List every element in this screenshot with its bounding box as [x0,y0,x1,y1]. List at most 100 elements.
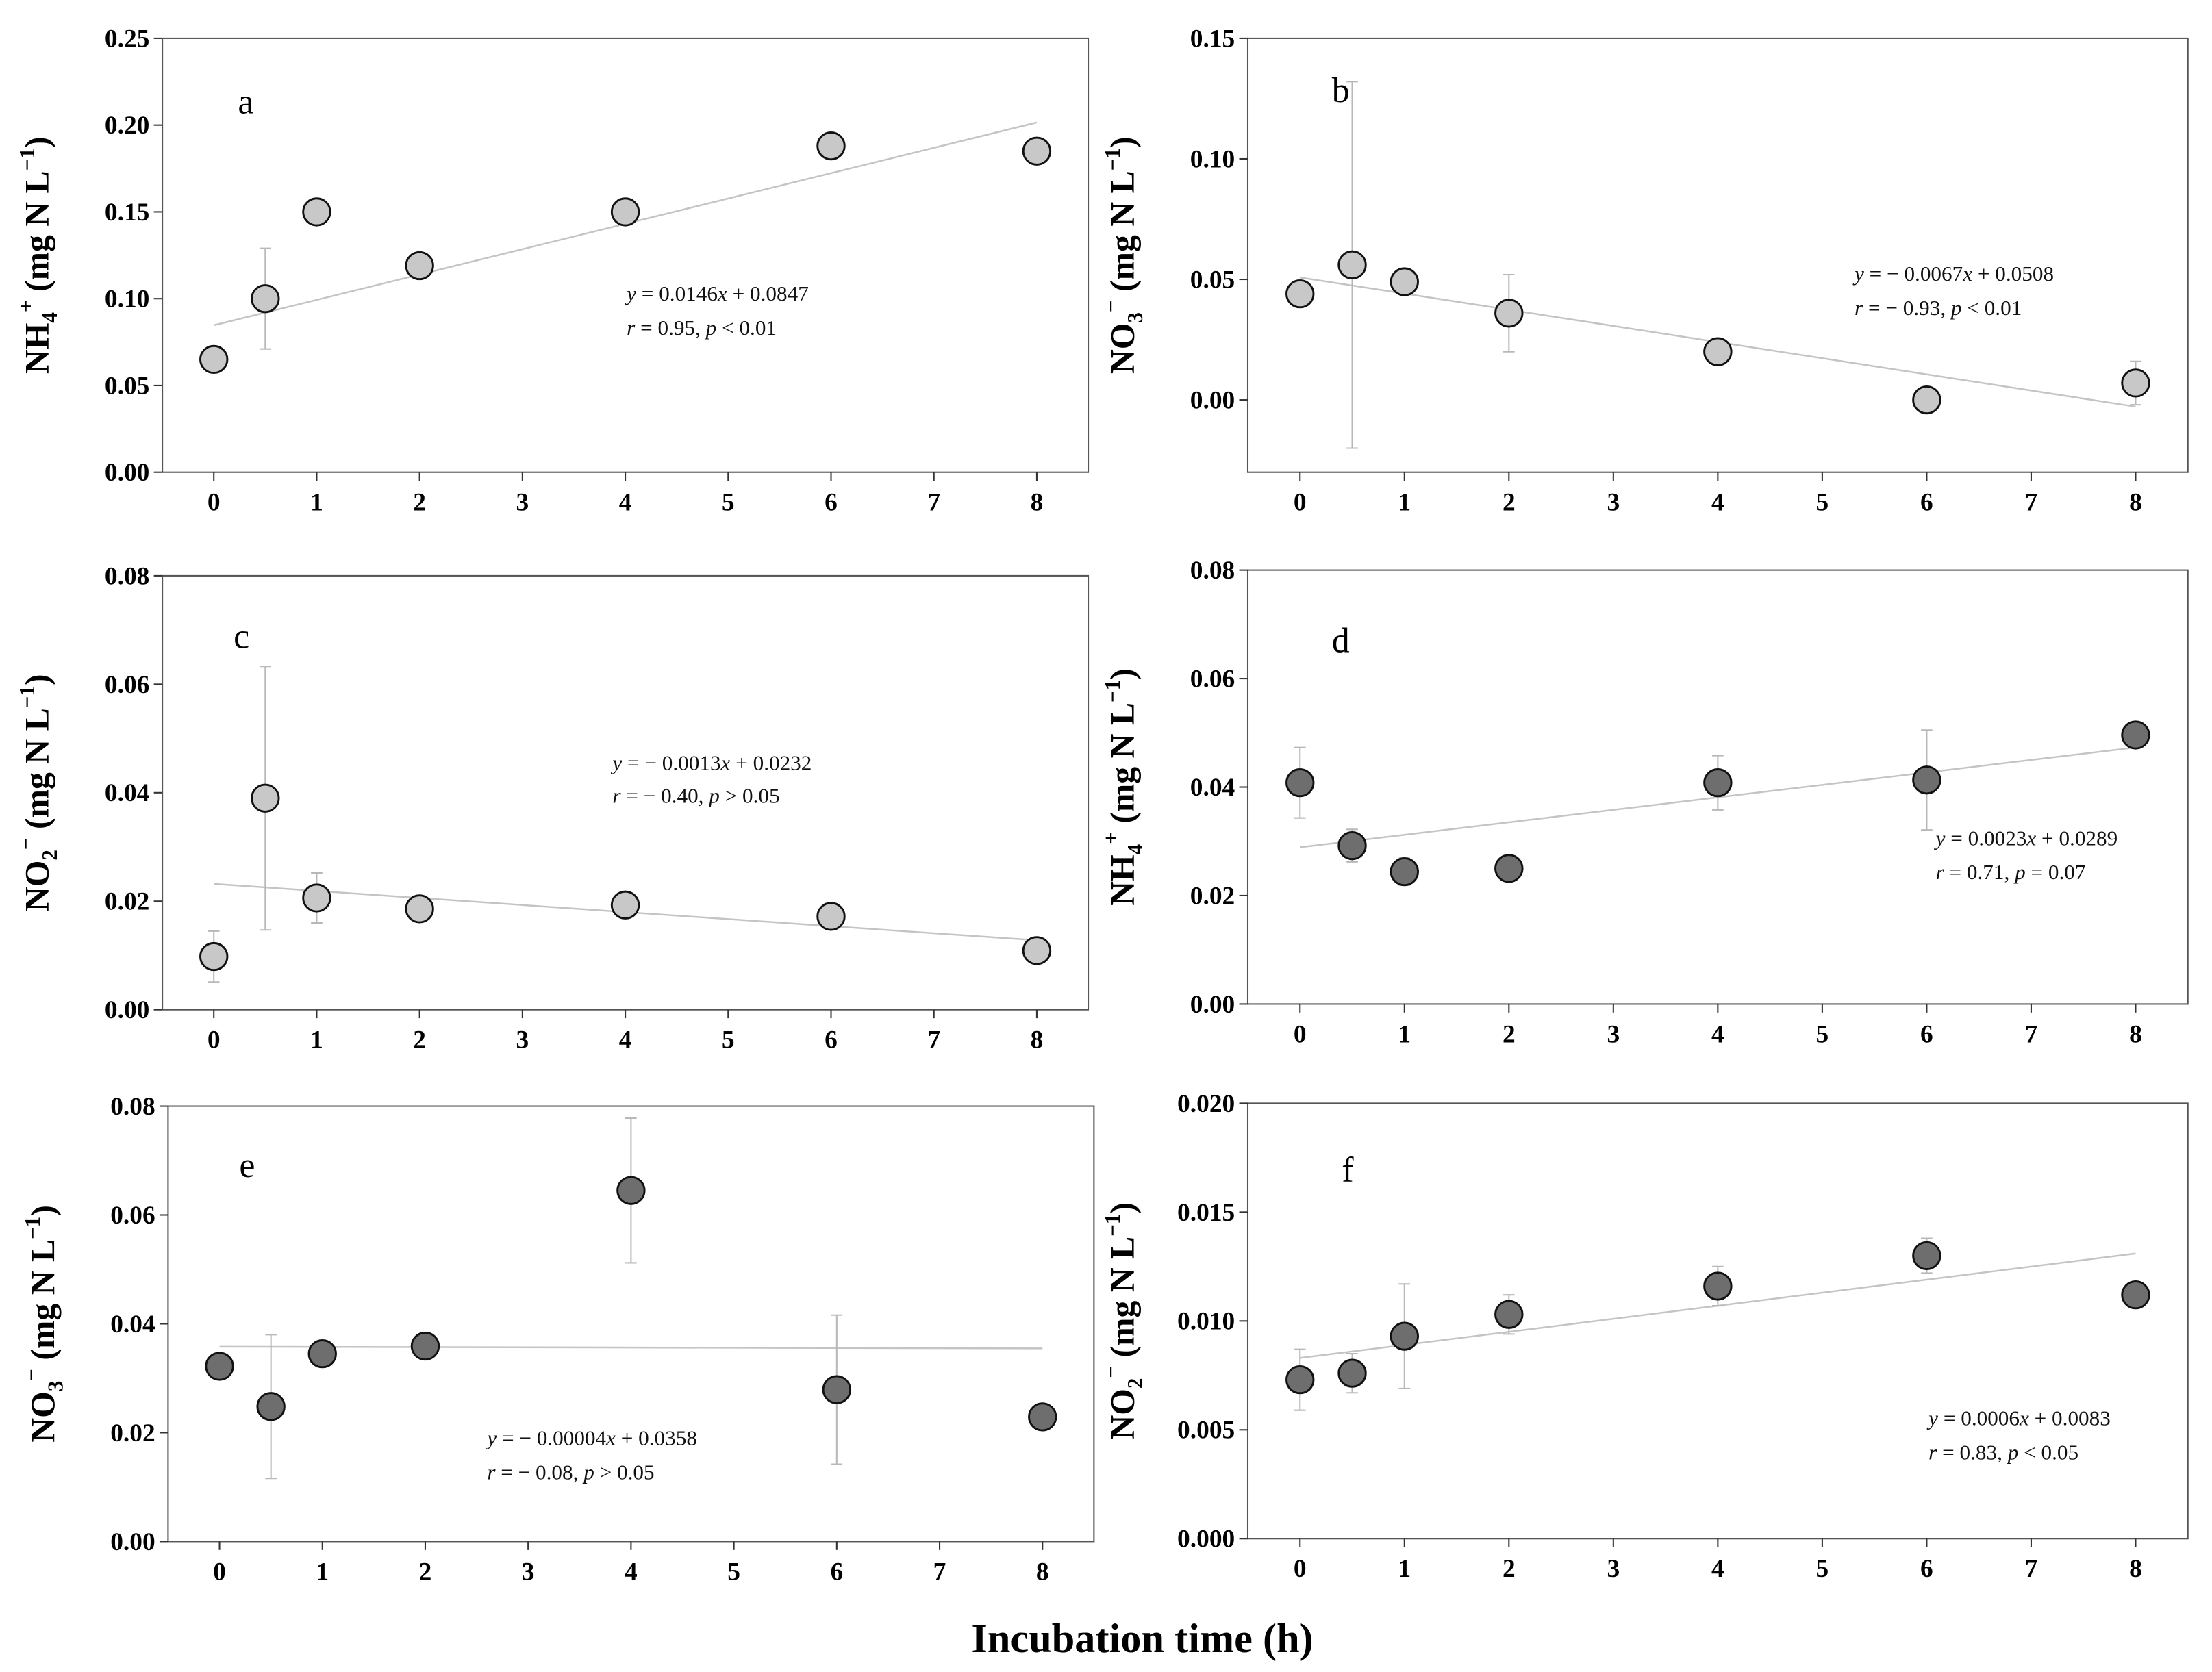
text-run: (mg N L [1104,170,1142,300]
x-tick-label: 1 [310,1026,323,1054]
y-tick-label: 0.10 [1190,145,1235,173]
text-run: x [2019,1406,2029,1430]
data-point [199,344,229,375]
x-tick-label: 0 [208,1026,221,1054]
regression-stats: r = 0.95, p < 0.01 [627,316,777,340]
y-tick-label: 0.005 [1177,1417,1235,1445]
data-point [199,941,229,972]
text-run: − [14,837,38,850]
text-run: = − 0.40, [621,783,709,807]
text-run: r [627,316,636,340]
y-tick-label: 0.06 [1190,666,1235,694]
data-point [1285,768,1315,798]
y-tick-label: 0.25 [105,25,149,53]
x-tick-label: 3 [522,1558,535,1586]
text-run: = 0.0146 [636,281,718,305]
x-tick-label: 2 [413,1026,426,1054]
text-run: < 0.05 [2018,1440,2078,1464]
data-point [205,1352,234,1381]
x-tick-label: 7 [2025,1555,2038,1583]
text-run: −1 [15,685,39,708]
y-tick-label: 0.00 [1190,991,1235,1019]
x-tick-label: 5 [1816,1020,1829,1048]
text-run: NH [18,323,56,375]
data-point [2121,720,2150,750]
y-tick-label: 0.08 [110,1093,155,1121]
x-tick-label: 0 [213,1558,226,1586]
text-run: = 0.0023 [1945,826,2026,850]
text-run: x [720,751,731,775]
text-run: > 0.05 [594,1460,655,1484]
y-tick-label: 0.04 [1190,774,1235,802]
plot-frame [1246,1102,2189,1540]
y-axis-title: NO3− (mg N L−1) [1099,136,1147,374]
data-point [251,783,280,813]
plot-frame [162,37,1090,473]
y-tick-label: 0.000 [1177,1525,1235,1554]
text-run: y [1852,262,1864,286]
x-tick-label: 1 [1398,1020,1411,1048]
y-tick-label: 0.02 [1190,882,1235,910]
text-run: r [1936,860,1945,884]
x-tick-label: 7 [2025,489,2038,517]
regression-line [219,1345,1043,1350]
text-run: r [1855,296,1863,320]
data-point [1022,136,1052,166]
data-point [610,197,640,227]
data-point [1494,854,1524,883]
text-run: = 0.71, [1944,860,2015,884]
x-tick-label: 0 [1294,489,1307,517]
x-tick-label: 7 [927,1026,940,1054]
text-run: x [605,1426,616,1450]
x-tick-label: 2 [1503,1555,1516,1583]
y-tick-label: 0.00 [105,459,149,487]
x-tick-label: 1 [310,489,323,517]
data-point [1494,1300,1524,1329]
y-tick-label: 0.02 [105,888,149,916]
y-tick-label: 0.010 [1177,1308,1235,1336]
x-tick-label: 3 [516,1026,529,1054]
regression-stats: r = 0.83, p < 0.05 [1928,1440,2078,1464]
text-run: −1 [1101,148,1124,170]
x-tick-label: 1 [1398,489,1411,517]
y-tick-label: 0.15 [1190,25,1235,53]
data-point [1337,1358,1367,1388]
x-tick-label: 6 [1920,1555,1933,1583]
data-point [1028,1402,1057,1432]
data-point [1912,1241,1941,1271]
text-run: −1 [21,1217,45,1239]
x-tick-label: 8 [1031,1026,1044,1054]
panel-letter: f [1342,1150,1354,1189]
x-tick-label: 6 [1920,489,1933,517]
x-tick-label: 2 [1503,489,1516,517]
regression-equation: y = 0.0023x + 0.0289 [1934,826,2118,850]
y-tick-label: 0.06 [105,671,149,699]
text-run: + 0.0083 [2029,1406,2111,1430]
x-tick-label: 3 [516,489,529,517]
data-point [1703,1271,1733,1301]
x-tick-label: 4 [1711,489,1724,517]
x-tick-label: 5 [727,1558,740,1586]
text-run: ) [1104,1202,1142,1214]
text-run: = − 0.0013 [622,751,720,775]
text-run: < 0.01 [1962,296,2022,320]
text-run: + 0.0508 [1972,262,2054,286]
text-run: < 0.01 [716,316,777,340]
x-tick-label: 5 [722,489,735,517]
text-run: 4 [38,312,62,323]
data-point [1337,831,1367,861]
text-run: NO [18,861,56,912]
x-tick-label: 8 [1031,489,1044,517]
x-tick-label: 4 [1711,1555,1724,1583]
x-tick-label: 8 [2129,1555,2142,1583]
data-point [822,1375,852,1404]
x-tick-label: 4 [1711,1020,1724,1048]
x-tick-label: 4 [619,1026,632,1054]
text-run: = − 0.08, [495,1460,583,1484]
data-point [405,251,434,281]
text-run: y [485,1426,497,1450]
text-run: (mg N L [18,708,56,837]
regression-stats: r = − 0.08, p > 0.05 [487,1460,654,1484]
